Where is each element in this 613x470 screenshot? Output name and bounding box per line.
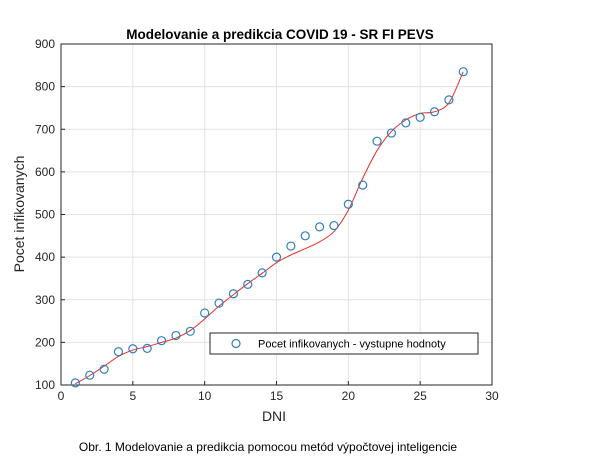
data-point bbox=[85, 370, 95, 380]
x-tick-label: 0 bbox=[58, 389, 65, 403]
x-tick-label: 5 bbox=[129, 389, 136, 403]
data-point bbox=[300, 231, 310, 241]
data-point bbox=[128, 344, 138, 354]
legend-label: Pocet infikovanych - vystupne hodnoty bbox=[258, 339, 446, 351]
data-point bbox=[458, 67, 468, 77]
y-tick-label: 400 bbox=[35, 250, 55, 264]
y-tick-label: 900 bbox=[35, 37, 55, 51]
data-point bbox=[171, 330, 181, 341]
figure-caption: Obr. 1 Modelovanie a predikcia pomocou m… bbox=[78, 440, 458, 454]
data-point bbox=[358, 180, 368, 190]
x-tick-label: 20 bbox=[342, 389, 356, 403]
data-point bbox=[315, 222, 325, 232]
data-markers bbox=[70, 67, 468, 388]
data-point bbox=[214, 298, 224, 308]
data-point bbox=[343, 199, 353, 209]
x-tick-label: 25 bbox=[413, 389, 427, 403]
y-tick-label: 800 bbox=[35, 80, 55, 94]
x-tick-label: 15 bbox=[270, 389, 284, 403]
data-point bbox=[142, 343, 152, 353]
x-tick-label: 10 bbox=[198, 389, 212, 403]
data-point bbox=[156, 336, 167, 346]
data-point bbox=[401, 118, 411, 128]
data-point bbox=[429, 107, 440, 117]
legend-box bbox=[209, 332, 479, 355]
y-tick-label: 100 bbox=[35, 378, 55, 392]
fit-lines bbox=[75, 71, 464, 385]
data-point bbox=[329, 220, 339, 231]
y-tick-label: 300 bbox=[35, 293, 55, 307]
x-tick-label: 30 bbox=[485, 389, 499, 403]
y-tick-label: 500 bbox=[35, 208, 55, 222]
x-axis-ticks: 0 5 10 15 20 25 30 bbox=[58, 381, 499, 403]
y-tick-label: 700 bbox=[35, 122, 55, 136]
data-point bbox=[444, 95, 454, 105]
data-point bbox=[372, 136, 382, 146]
data-point bbox=[185, 326, 195, 336]
data-point bbox=[70, 378, 80, 388]
data-point bbox=[200, 308, 210, 318]
data-point bbox=[99, 364, 109, 374]
data-point bbox=[113, 347, 124, 357]
data-point bbox=[386, 128, 397, 138]
legend-marker bbox=[231, 338, 241, 349]
y-tick-label: 200 bbox=[35, 335, 55, 349]
grid-lines bbox=[60, 43, 493, 386]
data-point bbox=[243, 279, 253, 290]
y-axis-ticks: 100 200 300 400 500 600 700 800 900 bbox=[35, 37, 65, 392]
data-point bbox=[415, 112, 425, 122]
data-point bbox=[271, 252, 282, 262]
y-axis-label: Pocet infikovanych bbox=[11, 156, 27, 273]
data-point bbox=[257, 268, 267, 278]
fit-line bbox=[75, 71, 464, 385]
y-tick-label: 600 bbox=[35, 165, 55, 179]
data-point bbox=[228, 289, 238, 299]
x-axis-label: DNI bbox=[262, 408, 286, 424]
legend: Pocet infikovanych - vystupne hodnoty bbox=[209, 332, 479, 355]
data-point bbox=[286, 241, 296, 251]
chart-title: Modelovanie a predikcia COVID 19 - SR FI… bbox=[126, 27, 434, 42]
